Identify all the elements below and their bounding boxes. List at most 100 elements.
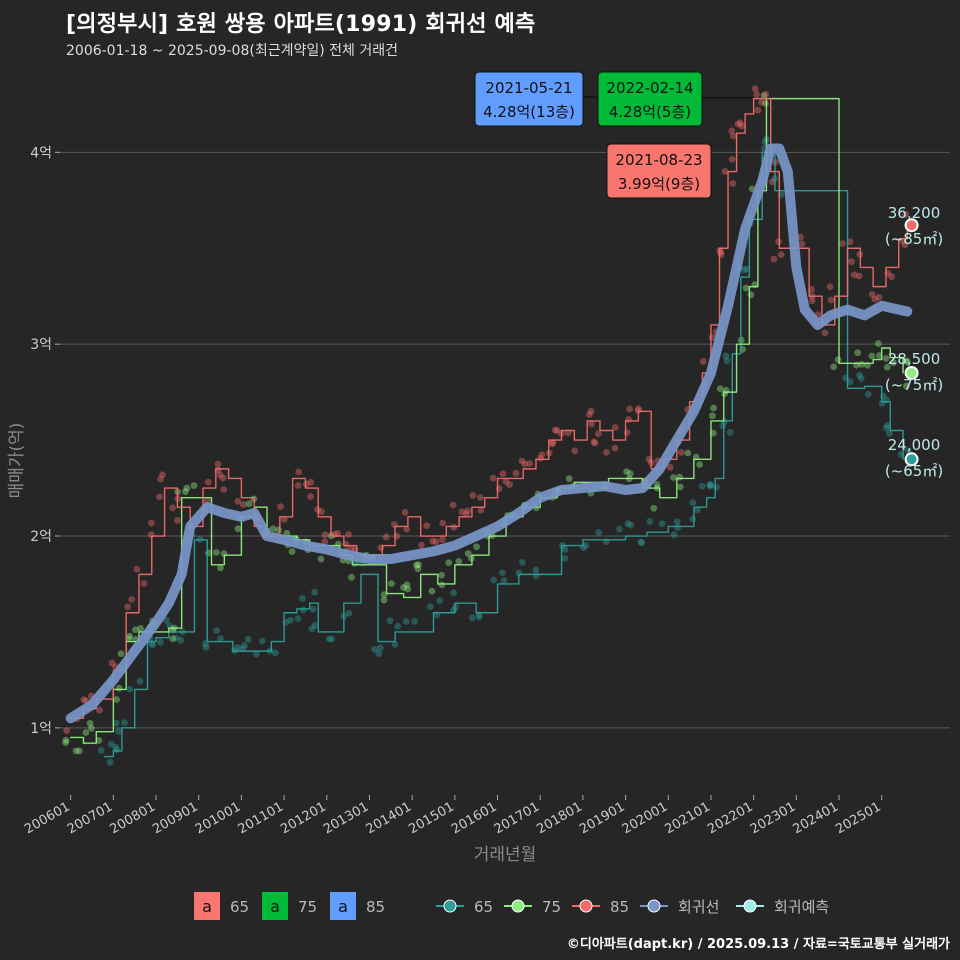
scatter-point-85 <box>157 475 164 483</box>
scatter-point-65 <box>624 520 632 528</box>
scatter-point-75 <box>760 92 768 99</box>
scatter-point-85 <box>124 603 132 611</box>
scatter-point-75 <box>62 739 70 747</box>
x-tick-label: 201601 <box>449 799 499 837</box>
scatter-point-65 <box>490 576 498 584</box>
callout-background <box>606 143 712 199</box>
scatter-point-65 <box>148 639 155 647</box>
scatter-point-85 <box>729 132 737 140</box>
scatter-point-75 <box>696 461 704 468</box>
scatter-point-85 <box>839 240 846 248</box>
scatter-point-65 <box>518 559 526 566</box>
scatter-point-65 <box>452 603 459 611</box>
scatter-point-65 <box>311 588 319 596</box>
scatter-point-85 <box>401 509 409 516</box>
scatter-point-65 <box>674 524 682 531</box>
scatter-point-85 <box>464 507 472 515</box>
scatter-point-65 <box>673 518 681 526</box>
scatter-point-85 <box>549 439 557 447</box>
scatter-point-85 <box>666 463 674 471</box>
scatter-point-75 <box>115 684 123 692</box>
scatter-point-85 <box>334 530 342 537</box>
scatter-point-85 <box>469 492 477 499</box>
scatter-point-75 <box>882 355 890 362</box>
scatter-point-85 <box>147 519 155 527</box>
scatter-point-75 <box>334 540 342 548</box>
scatter-point-85 <box>169 504 177 512</box>
scatter-point-75 <box>190 482 198 489</box>
scatter-point-85 <box>758 98 765 106</box>
scatter-point-75 <box>283 529 291 537</box>
scatter-point-65 <box>616 525 623 533</box>
scatter-point-75 <box>438 581 446 589</box>
scatter-point-75 <box>902 382 910 390</box>
scatter-point-75 <box>445 559 453 567</box>
scatter-point-65 <box>713 483 720 491</box>
scatter-point-85 <box>754 106 762 114</box>
scatter-point-65 <box>500 577 508 584</box>
scatter-point-65 <box>106 758 114 766</box>
scatter-point-85 <box>591 439 599 447</box>
x-tick-label: 202001 <box>620 799 670 837</box>
scatter-point-65 <box>136 677 144 685</box>
forecast-point-65 <box>904 452 919 467</box>
scatter-point-65 <box>244 635 252 643</box>
scatter-point-85 <box>850 271 858 279</box>
scatter-point-85 <box>590 438 598 446</box>
scatter-point-85 <box>318 508 325 516</box>
scatter-point-75 <box>565 475 573 483</box>
legend-glyph: a <box>202 897 212 916</box>
scatter-point-75 <box>903 358 911 366</box>
scatter-point-65 <box>287 616 294 624</box>
scatter-point-85 <box>585 411 593 418</box>
scatter-point-75 <box>415 561 422 569</box>
scatter-point-65 <box>693 506 701 514</box>
y-tick-label: 3억 <box>30 337 52 353</box>
scatter-point-75 <box>834 356 842 364</box>
scatter-point-85 <box>594 430 602 438</box>
scatter-point-75 <box>95 737 103 744</box>
scatter-point-75 <box>709 412 716 420</box>
scatter-point-85 <box>477 506 485 514</box>
scatter-point-65 <box>309 605 317 613</box>
y-tick-label: 2억 <box>30 529 52 545</box>
legend-point-swatch <box>511 899 525 913</box>
chart-title: [의정부시] 호원 쌍용 아파트(1991) 회귀선 예측 <box>66 12 536 37</box>
scatter-point-75 <box>245 500 253 508</box>
scatter-point-65 <box>498 569 506 577</box>
scatter-point-85 <box>239 501 247 508</box>
scatter-point-85 <box>216 471 224 479</box>
scatter-point-75 <box>650 504 658 512</box>
scatter-point-75 <box>212 549 220 556</box>
y-axis-label: 매매가(억) <box>7 423 27 499</box>
scatter-point-85 <box>762 90 770 98</box>
scatter-point-85 <box>808 297 816 305</box>
scatter-point-85 <box>871 295 879 303</box>
scatter-point-85 <box>277 503 284 511</box>
scatter-point-85 <box>307 478 315 486</box>
scatter-point-85 <box>204 478 212 486</box>
scatter-point-75 <box>62 736 70 744</box>
scatter-point-85 <box>382 533 390 541</box>
scatter-point-65 <box>561 554 569 562</box>
x-tick-label: 201101 <box>236 799 286 837</box>
scatter-point-75 <box>132 626 139 634</box>
scatter-point-65 <box>402 618 410 626</box>
scatter-point-85 <box>512 469 520 477</box>
x-tick-label: 201301 <box>321 799 371 837</box>
scatter-point-75 <box>404 585 412 593</box>
scatter-point-65 <box>706 482 714 490</box>
scatter-point-85 <box>449 501 457 509</box>
scatter-point-85 <box>462 510 470 518</box>
callout-box: 2022-02-14 4.28억(5층) <box>597 71 703 127</box>
scatter-point-75 <box>830 363 837 371</box>
scatter-point-65 <box>112 719 120 727</box>
scatter-point-65 <box>658 520 666 527</box>
scatter-point-75 <box>623 468 630 476</box>
scatter-point-85 <box>635 405 642 413</box>
scatter-point-75 <box>762 100 769 107</box>
scatter-point-85 <box>751 85 759 92</box>
scatter-point-85 <box>826 283 834 291</box>
series-line-85 <box>69 97 909 719</box>
scatter-point-75 <box>388 580 395 588</box>
